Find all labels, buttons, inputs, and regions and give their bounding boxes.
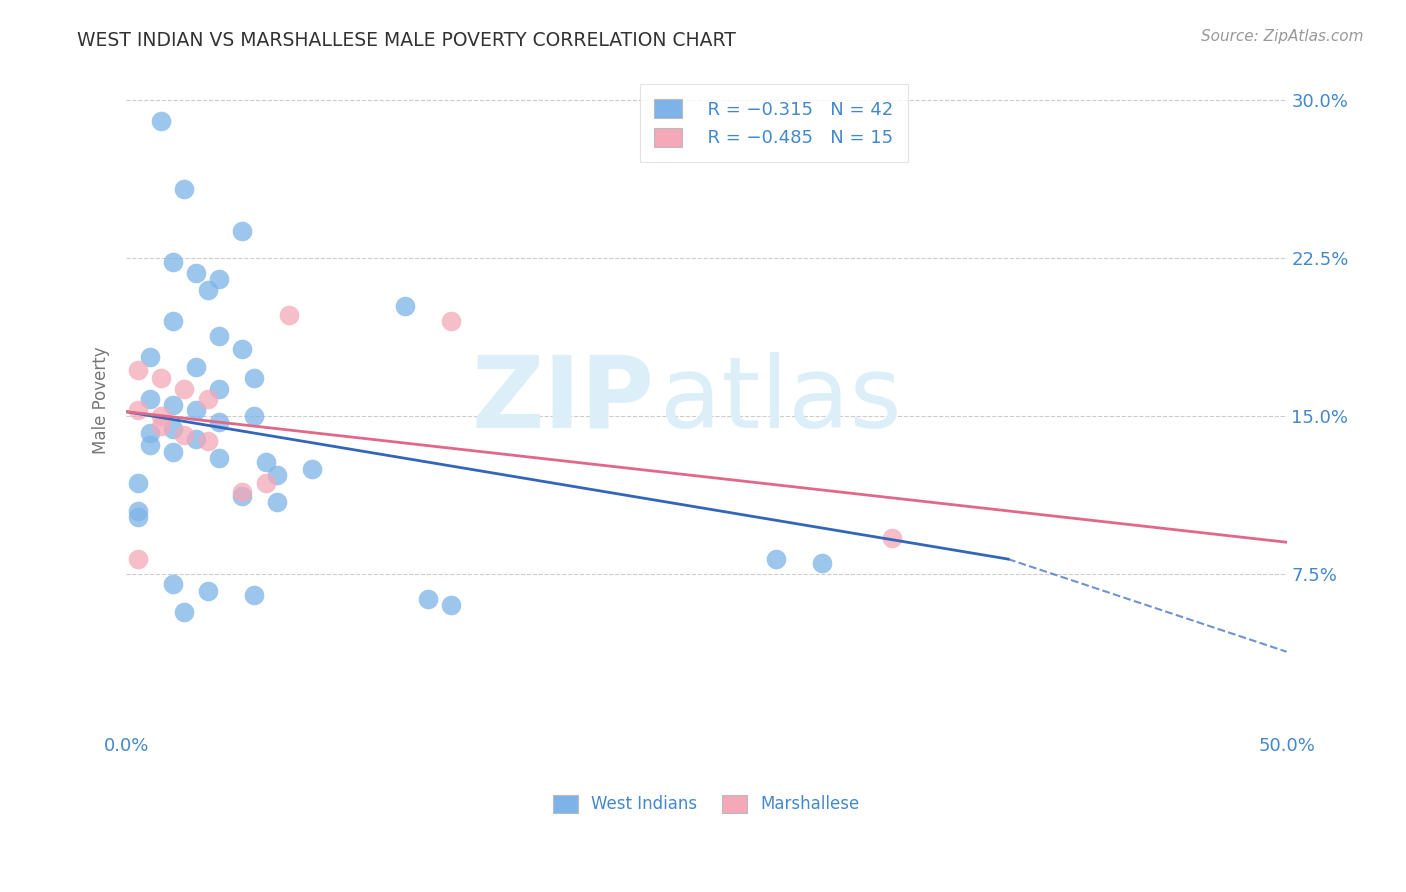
- Point: [162, 444, 184, 458]
- Point: [440, 599, 463, 613]
- Point: [277, 308, 299, 322]
- Point: [197, 392, 219, 406]
- Point: [150, 409, 173, 423]
- Point: [243, 588, 266, 602]
- Point: [138, 425, 160, 440]
- Point: [127, 552, 149, 566]
- Point: [127, 402, 149, 417]
- Point: [127, 476, 149, 491]
- Point: [440, 314, 463, 328]
- Point: [162, 255, 184, 269]
- Point: [231, 224, 253, 238]
- Point: [231, 489, 253, 503]
- Y-axis label: Male Poverty: Male Poverty: [93, 346, 110, 454]
- Point: [150, 419, 173, 434]
- Point: [127, 510, 149, 524]
- Point: [208, 329, 231, 343]
- Point: [208, 450, 231, 465]
- Point: [266, 495, 288, 509]
- Point: [231, 342, 253, 356]
- Point: [173, 428, 195, 442]
- Text: Source: ZipAtlas.com: Source: ZipAtlas.com: [1201, 29, 1364, 44]
- Point: [127, 362, 149, 376]
- Point: [231, 484, 253, 499]
- Point: [173, 181, 195, 195]
- Text: ZIP: ZIP: [471, 351, 654, 449]
- Point: [138, 438, 160, 452]
- Point: [162, 398, 184, 412]
- Point: [127, 503, 149, 517]
- Point: [416, 592, 439, 607]
- Point: [184, 432, 207, 446]
- Point: [138, 392, 160, 406]
- Point: [254, 455, 277, 469]
- Point: [254, 476, 277, 491]
- Point: [243, 409, 266, 423]
- Text: atlas: atlas: [659, 351, 901, 449]
- Text: WEST INDIAN VS MARSHALLESE MALE POVERTY CORRELATION CHART: WEST INDIAN VS MARSHALLESE MALE POVERTY …: [77, 31, 737, 50]
- Point: [162, 577, 184, 591]
- Point: [184, 266, 207, 280]
- Point: [150, 114, 173, 128]
- Point: [138, 350, 160, 364]
- Point: [208, 415, 231, 429]
- Point: [162, 421, 184, 435]
- Point: [266, 467, 288, 482]
- Point: [184, 402, 207, 417]
- Point: [173, 382, 195, 396]
- Point: [765, 552, 787, 566]
- Point: [184, 360, 207, 375]
- Point: [173, 605, 195, 619]
- Point: [150, 371, 173, 385]
- Point: [197, 583, 219, 598]
- Point: [243, 371, 266, 385]
- Point: [208, 382, 231, 396]
- Legend: West Indians, Marshallese: West Indians, Marshallese: [544, 787, 869, 822]
- Point: [301, 461, 323, 475]
- Point: [197, 434, 219, 449]
- Point: [197, 283, 219, 297]
- Point: [394, 300, 416, 314]
- Point: [880, 531, 903, 545]
- Point: [208, 272, 231, 286]
- Point: [162, 314, 184, 328]
- Point: [811, 557, 834, 571]
